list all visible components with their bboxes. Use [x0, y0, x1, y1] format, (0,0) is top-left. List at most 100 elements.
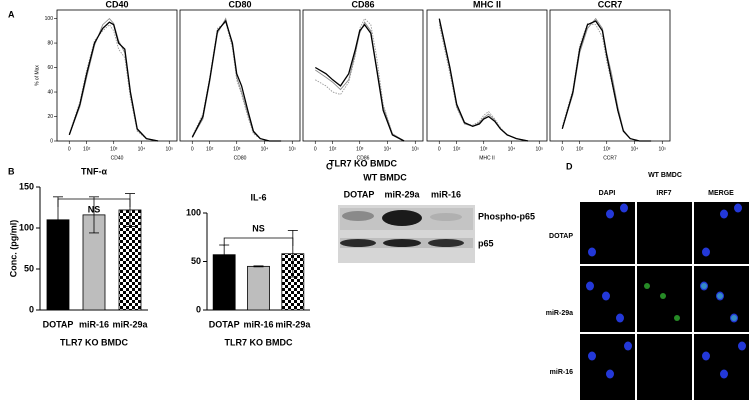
nucleus	[588, 247, 596, 257]
x-axis-label: CD80	[234, 155, 247, 161]
plot-frame	[549, 9, 671, 142]
error-bar	[253, 265, 264, 268]
chart-title: IL-6	[250, 192, 266, 202]
x-tick-label: 0	[68, 146, 71, 152]
x-axis-label: TLR7 KO BMDC	[60, 337, 128, 347]
x-tick-label: 10⁵	[411, 146, 419, 152]
micrograph	[637, 266, 692, 332]
significance-bracket	[57, 198, 131, 207]
x-tick-label: miR-29a	[275, 319, 311, 329]
chart-title: CD86	[351, 0, 374, 9]
histogram-line	[561, 20, 652, 142]
y-tick-label: 100	[45, 16, 54, 22]
x-axis-label: MHC II	[479, 155, 495, 161]
plot-frame	[426, 9, 548, 142]
row-label: miR-29a	[546, 310, 573, 317]
microscopy-title: WT BMDC	[648, 172, 682, 179]
band-label: Phospho-p65	[478, 211, 535, 221]
nucleus	[738, 341, 746, 351]
annotation: NS	[252, 223, 265, 233]
x-tick-label: 10³	[603, 146, 611, 152]
y-tick-label: 0	[196, 304, 201, 314]
histogram-line	[561, 17, 652, 142]
nucleus	[588, 351, 596, 361]
x-tick-label: miR-16	[79, 319, 109, 329]
x-tick-label: 10⁵	[165, 146, 173, 152]
chart-title: CCR7	[598, 0, 623, 9]
nucleus	[702, 351, 710, 361]
x-tick-label: 0	[191, 146, 194, 152]
x-tick-label: 0	[561, 146, 564, 152]
irf7-signal	[660, 293, 666, 299]
panel-label: C	[326, 161, 333, 171]
x-tick-label: miR-29a	[112, 319, 148, 329]
nucleus	[616, 313, 624, 323]
x-tick-label: 10⁴	[631, 146, 639, 152]
nucleus	[720, 209, 728, 219]
panel-label: D	[566, 161, 573, 171]
x-axis-label: CD40	[111, 155, 124, 161]
x-axis-label: TLR7 KO BMDC	[225, 337, 293, 347]
x-tick-label: 10²	[329, 146, 337, 152]
irf7-signal	[731, 315, 737, 321]
micrograph	[637, 334, 692, 400]
micrograph	[637, 202, 692, 264]
y-tick-label: 20	[47, 114, 53, 120]
nucleus	[602, 291, 610, 301]
row-label: miR-16	[550, 369, 573, 376]
x-tick-label: 10⁴	[508, 146, 516, 152]
lane-label: miR-29a	[384, 189, 420, 199]
chart-title: CD40	[105, 0, 128, 9]
error-bar	[89, 196, 99, 234]
irf7-signal	[701, 283, 707, 289]
irf7-signal	[674, 315, 680, 321]
y-tick-label: 100	[186, 207, 201, 217]
nucleus	[586, 281, 594, 291]
x-tick-label: 10⁵	[658, 146, 666, 152]
annotation: NS	[88, 204, 101, 214]
plot-frame	[56, 9, 178, 142]
y-tick-label: 60	[47, 65, 53, 71]
nucleus	[606, 209, 614, 219]
nucleus	[734, 203, 742, 213]
bar	[247, 265, 270, 311]
x-tick-label: 10³	[233, 146, 241, 152]
x-tick-label: 10³	[356, 146, 364, 152]
column-label: IRF7	[656, 190, 671, 197]
panel-label: A	[8, 9, 15, 19]
x-tick-label: 10³	[110, 146, 118, 152]
blot-title: WT BMDC	[363, 172, 407, 182]
x-tick-label: 10⁴	[138, 146, 146, 152]
column-label: DAPI	[599, 190, 616, 197]
plot-frame	[302, 9, 424, 142]
panel-label: B	[8, 166, 15, 176]
nucleus	[624, 341, 632, 351]
x-axis-label: CD86	[357, 155, 370, 161]
y-axis-label: Conc. (pg/ml)	[8, 220, 18, 278]
y-tick-label: 40	[47, 89, 53, 95]
x-tick-label: miR-16	[243, 319, 273, 329]
flow-x-title: TLR7 KO BMDC	[329, 158, 397, 168]
histogram-line	[314, 23, 405, 142]
y-axis-label: % of Max	[34, 65, 40, 86]
histogram-line	[191, 19, 282, 142]
band-label: p65	[478, 238, 494, 248]
microscopy-grid	[580, 202, 749, 400]
row-label: DOTAP	[549, 233, 573, 240]
x-tick-label: DOTAP	[43, 319, 74, 329]
y-tick-label: 0	[29, 304, 34, 314]
histogram-line	[315, 21, 405, 142]
histogram-line	[191, 21, 282, 142]
x-tick-label: DOTAP	[209, 319, 240, 329]
column-label: MERGE	[708, 190, 734, 197]
irf7-signal	[644, 283, 650, 289]
nucleus	[606, 369, 614, 379]
histogram-line	[68, 17, 159, 142]
x-tick-label: 0	[314, 146, 317, 152]
chart-title: CD80	[228, 0, 251, 9]
x-axis-label: CCR7	[603, 155, 617, 161]
chart-title: MHC II	[473, 0, 501, 9]
y-tick-label: 100	[19, 222, 34, 232]
x-tick-label: 0	[438, 146, 441, 152]
y-tick-label: 50	[24, 263, 34, 273]
